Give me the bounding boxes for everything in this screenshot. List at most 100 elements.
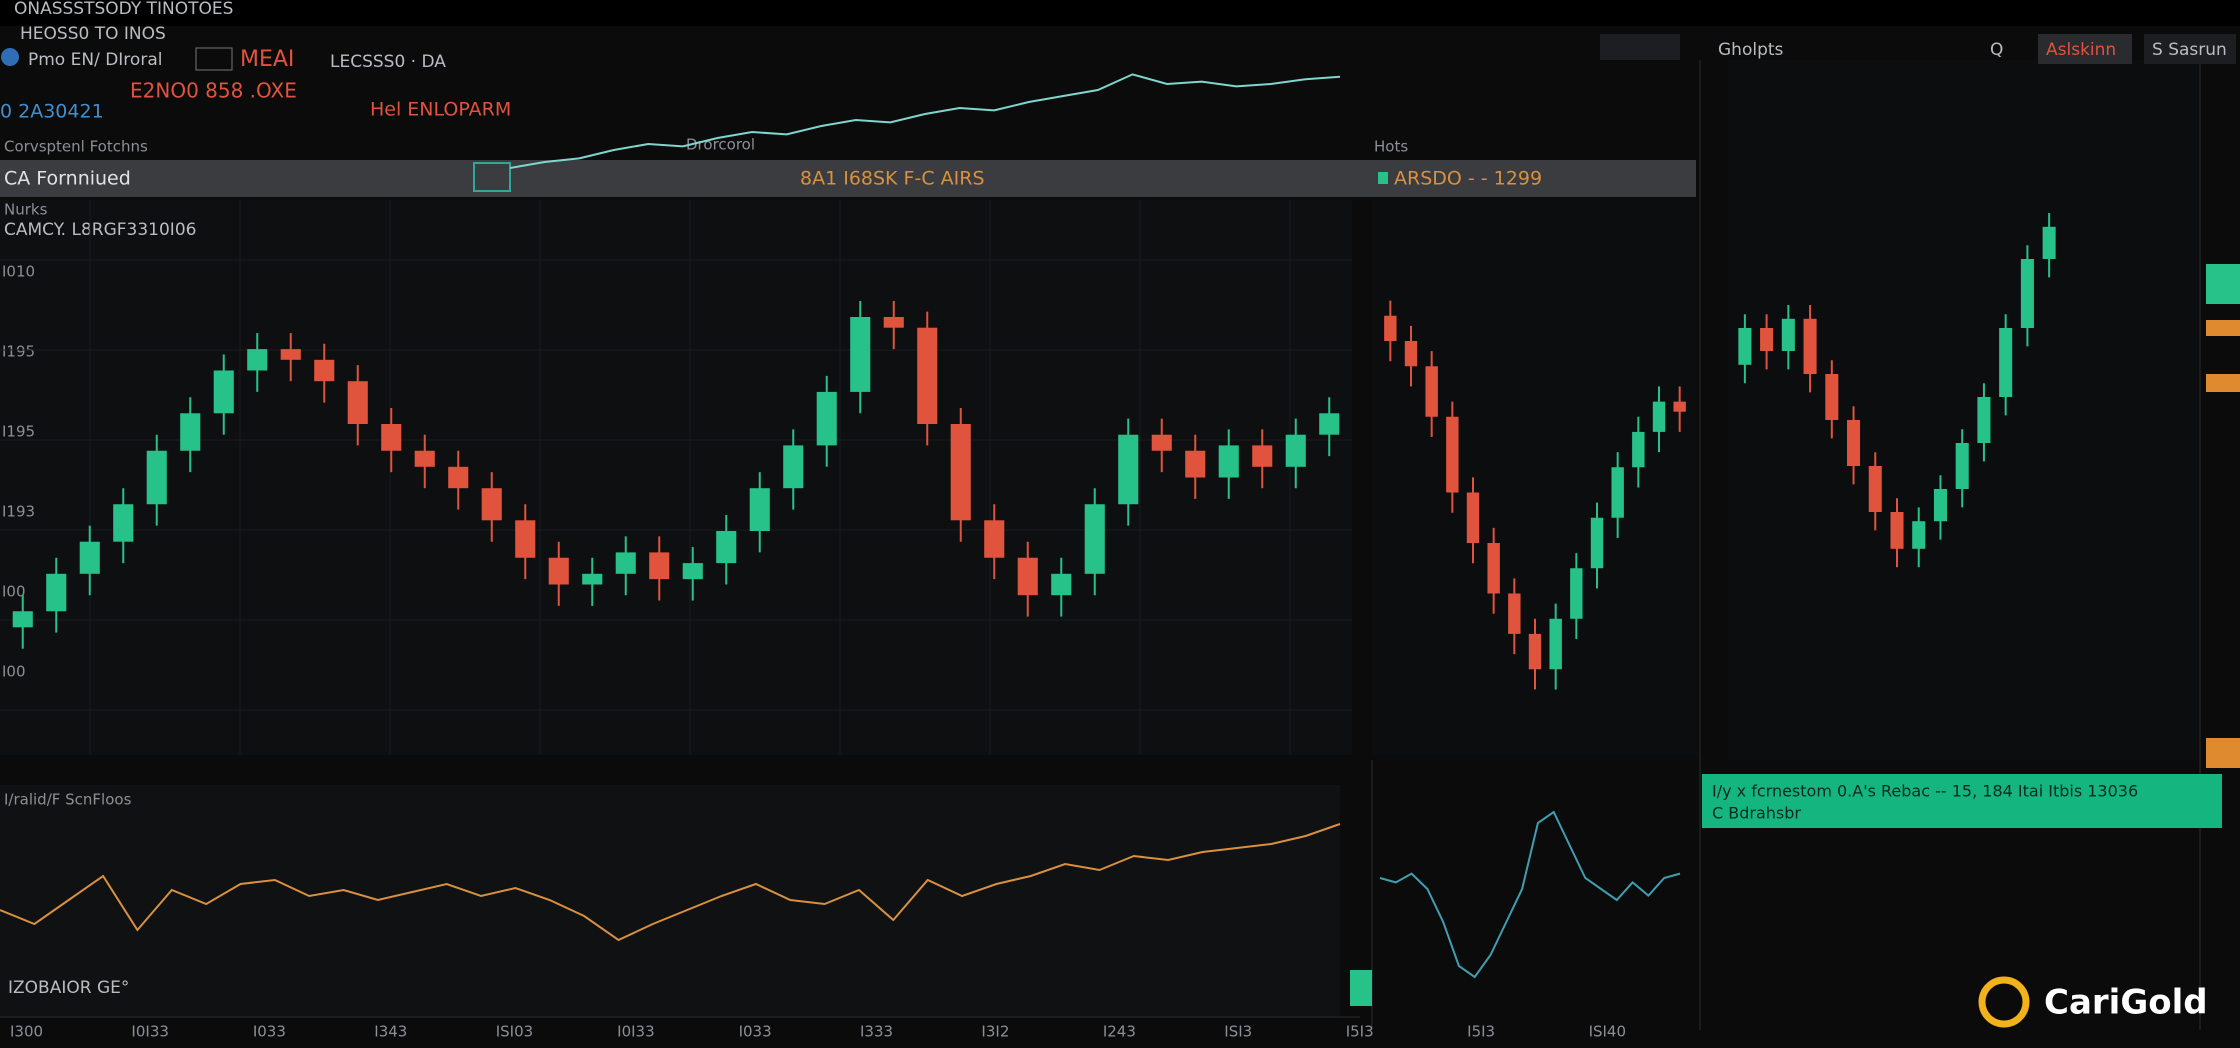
header-text: E2NO0 858 .OXE xyxy=(130,79,297,103)
x-tick-label: I5I3 xyxy=(1467,1023,1495,1041)
candle-body xyxy=(515,520,536,558)
badge xyxy=(2206,264,2240,304)
header-text: MEAI xyxy=(240,47,294,72)
candle-body xyxy=(1570,568,1583,619)
candle-body xyxy=(1933,489,1947,522)
candle-body xyxy=(984,520,1005,558)
tab[interactable] xyxy=(1600,34,1680,60)
candle-body xyxy=(381,424,402,451)
marker xyxy=(1378,172,1388,184)
chart-label: Nurks xyxy=(4,201,48,219)
candle-body xyxy=(1017,557,1038,596)
y-tick-label: I00 xyxy=(2,663,26,681)
candle-body xyxy=(716,531,737,564)
candle-body xyxy=(1487,543,1500,594)
y-tick-label: I00 xyxy=(2,583,26,601)
candle-body xyxy=(1466,492,1480,543)
candle-body xyxy=(1384,315,1397,341)
candle-body xyxy=(1404,341,1418,367)
candle-body xyxy=(950,424,971,521)
candle-body xyxy=(582,573,603,585)
info-band xyxy=(0,160,1696,197)
candle-body xyxy=(1825,374,1839,420)
x-tick-label: ISI40 xyxy=(1589,1023,1626,1041)
candle-body xyxy=(1611,467,1624,518)
candle-body xyxy=(79,541,100,574)
x-tick-label: ISI03 xyxy=(496,1023,533,1041)
candle-body xyxy=(1218,445,1239,478)
right-panel-2 xyxy=(1728,60,2200,760)
candle-body xyxy=(749,488,770,531)
button[interactable] xyxy=(2038,34,2132,64)
candle-body xyxy=(1781,318,1795,351)
banner-text[interactable]: I/y x fcrnestom 0.A's Rebac -- 15, 184 I… xyxy=(1712,782,2138,801)
x-tick-label: I333 xyxy=(860,1023,893,1041)
x-tick-label: I343 xyxy=(374,1023,407,1041)
candle-body xyxy=(850,317,871,392)
badge xyxy=(2206,374,2240,392)
x-tick-label: I033 xyxy=(253,1023,286,1041)
window-title: ONASSSTSODY TINOTOES xyxy=(14,0,233,19)
candle-body xyxy=(682,563,703,580)
candle-body xyxy=(414,450,435,467)
candle-body xyxy=(1051,573,1072,596)
bottom-panel xyxy=(0,785,1340,1017)
candle-body xyxy=(12,611,33,628)
candle-body xyxy=(448,466,469,489)
button-label[interactable]: S Sasrun xyxy=(2152,40,2227,60)
candle-body xyxy=(548,557,569,585)
header-text: Pmo EN/ DIroral xyxy=(28,50,162,70)
band-text: CA Fornniued xyxy=(4,168,131,190)
line-series xyxy=(1379,810,1681,979)
icon xyxy=(1,48,19,66)
banner-text[interactable]: C Bdrahsbr xyxy=(1712,804,1801,823)
candle-body xyxy=(917,327,938,424)
candle-body xyxy=(1151,434,1172,451)
candle-body xyxy=(1999,328,2013,397)
line-series xyxy=(509,73,1341,169)
menu-item[interactable]: Gholpts xyxy=(1718,40,1784,60)
x-tick-label: I0I33 xyxy=(617,1023,654,1041)
candle-body xyxy=(1446,416,1459,493)
header-text: Hel ENLOPARM xyxy=(370,99,511,121)
left-axis: I010 I195 I195 I193 I00 I00 xyxy=(2,263,35,681)
x-tick-label: I5I3 xyxy=(1346,1023,1374,1041)
main-panel xyxy=(0,200,1352,755)
candle-body xyxy=(2042,226,2056,259)
icon-box xyxy=(473,162,511,192)
title-bar xyxy=(0,0,2240,26)
chart-label: CAMCY. L8RGF3310I06 xyxy=(4,220,196,240)
candle-body xyxy=(649,552,670,580)
badge xyxy=(2206,738,2240,768)
candle-body xyxy=(1549,618,1562,670)
alert-banner[interactable] xyxy=(1702,774,2222,828)
band-text: 8A1 I68SK F-C AIRS xyxy=(800,168,985,190)
y-tick-label: I193 xyxy=(2,503,35,521)
x-tick-label: I0I33 xyxy=(131,1023,168,1041)
header-text: LECSSS0 · DA xyxy=(330,52,446,72)
button-label[interactable]: Aslskinn xyxy=(2046,40,2116,60)
header-text: 0 2A30421 xyxy=(0,101,104,123)
candle-body xyxy=(1508,593,1521,634)
candle-body xyxy=(1252,445,1273,467)
candle-body xyxy=(46,573,67,612)
candle-body xyxy=(1955,443,1969,489)
section-label: Drorcorol xyxy=(686,136,755,154)
section-label: Corvsptenl Fotchns xyxy=(4,138,148,156)
badge xyxy=(1350,970,1372,1006)
candle-body xyxy=(1185,450,1206,478)
search-icon[interactable]: Q xyxy=(1990,40,2003,60)
y-tick-label: I195 xyxy=(2,423,35,441)
candle-body xyxy=(1868,466,1882,512)
candle-body xyxy=(1319,413,1340,435)
candle-body xyxy=(314,359,335,382)
candle-body xyxy=(816,391,837,446)
logo: CariGold xyxy=(2044,983,2208,1023)
x-tick-label: I033 xyxy=(739,1023,772,1041)
button[interactable] xyxy=(2144,34,2236,64)
candle-body xyxy=(1760,328,1774,351)
candle-body xyxy=(113,504,134,542)
x-tick-label: I300 xyxy=(10,1023,43,1041)
candle-body xyxy=(1084,504,1105,574)
candle-body xyxy=(1590,517,1604,569)
